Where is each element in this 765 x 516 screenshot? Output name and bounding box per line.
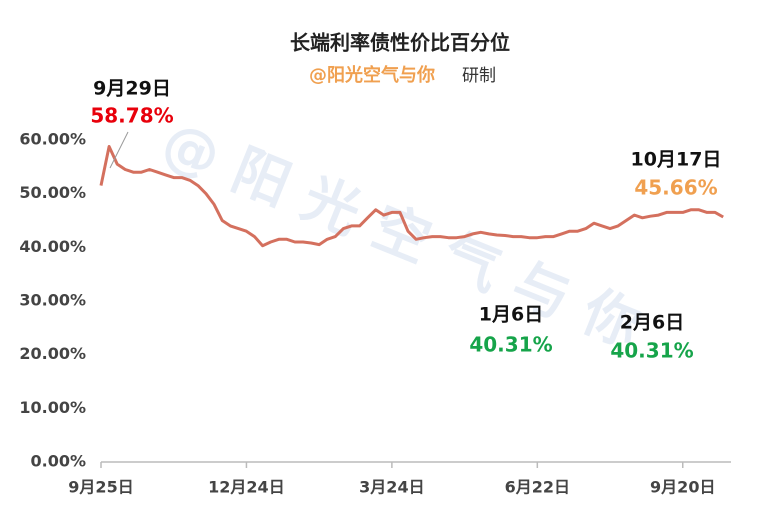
y-tick-label: 30.00% — [19, 291, 86, 310]
y-tick-label: 20.00% — [19, 344, 86, 363]
annotation-value: 58.78% — [90, 104, 173, 128]
y-tick-label: 60.00% — [19, 130, 86, 149]
chart-title: 长端利率债性价比百分位 — [290, 31, 510, 55]
watermark: @ 阳 光 空 气 与 你 — [153, 109, 649, 360]
x-tick-label: 12月24日 — [208, 478, 285, 497]
annotation-value: 40.31% — [469, 333, 552, 357]
annotation-date: 9月29日 — [93, 78, 171, 100]
y-tick-label: 50.00% — [19, 183, 86, 202]
annotation-value: 45.66% — [634, 176, 717, 200]
annotation-value: 40.31% — [610, 339, 693, 363]
annotation-date: 2月6日 — [620, 312, 684, 334]
leader-line — [109, 131, 129, 169]
annotation-date: 10月17日 — [631, 149, 722, 171]
x-tick-label: 9月20日 — [650, 478, 715, 497]
x-tick-label: 3月24日 — [359, 478, 424, 497]
annotation-date: 1月6日 — [479, 304, 543, 326]
y-tick-label: 40.00% — [19, 237, 86, 256]
line — [99, 145, 724, 248]
y-tick-label: 0.00% — [30, 452, 86, 471]
x-tick-label: 6月22日 — [505, 478, 570, 497]
y-tick-label: 10.00% — [19, 398, 86, 417]
subtitle-suffix: 研制 — [462, 66, 496, 86]
subtitle: @阳光空气与你 — [309, 64, 435, 86]
x-tick-label: 9月25日 — [68, 478, 133, 497]
